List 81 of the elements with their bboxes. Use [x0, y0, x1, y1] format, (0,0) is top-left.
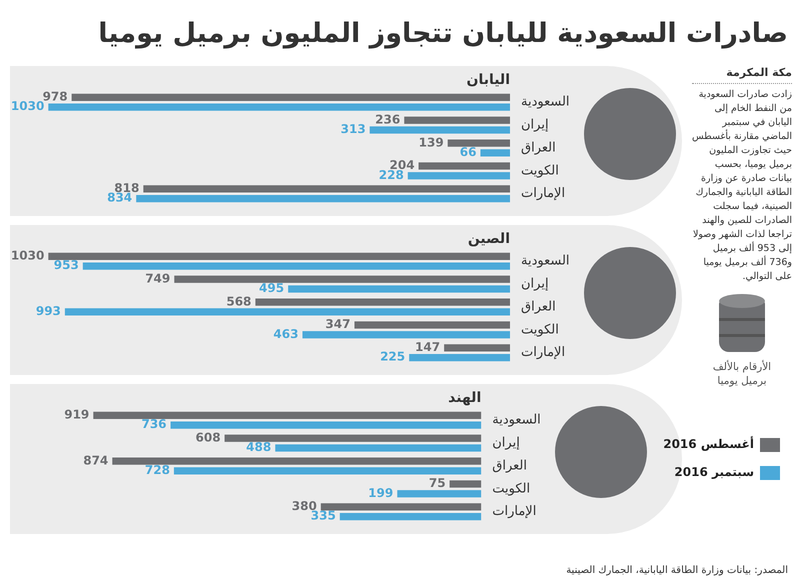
bar: [112, 457, 482, 465]
data-label: 139: [418, 135, 444, 150]
data-label: 488: [246, 440, 272, 454]
y-tick-label: الكويت: [521, 322, 559, 338]
data-label: 728: [144, 462, 170, 477]
bar: [354, 321, 510, 329]
y-tick-label: السعودية: [492, 412, 541, 428]
data-label: 199: [368, 486, 394, 500]
text: الأرقام بالألف برميل يوميا: [712, 360, 772, 388]
bar: [174, 276, 510, 283]
data-label: 236: [375, 112, 400, 126]
bar: [408, 172, 510, 180]
y-tick-label: الإمارات: [521, 345, 566, 360]
y-tick-label: الإمارات: [492, 504, 536, 520]
bar: [448, 139, 510, 147]
bar: [370, 126, 510, 134]
legend-label: سبتمبر 2016: [674, 465, 754, 480]
data-label: 993: [36, 304, 61, 318]
bar: [320, 503, 482, 511]
data-label: 66: [460, 144, 476, 159]
y-tick-label: السعودية: [521, 254, 570, 269]
bar: [143, 185, 510, 193]
data-label: 147: [415, 340, 440, 354]
bar: [48, 252, 510, 260]
data-label: 495: [259, 281, 284, 296]
chart-title: الصين: [468, 231, 510, 248]
bar: [275, 444, 482, 452]
data-label: 347: [325, 317, 350, 332]
bar: [93, 412, 482, 420]
bar: [340, 512, 482, 520]
data-label: 874: [83, 453, 108, 468]
bar: [72, 94, 510, 102]
bar: [480, 149, 510, 157]
data-label: 1030: [10, 248, 44, 263]
y-tick-label: السعودية: [521, 94, 570, 110]
bar: [397, 490, 482, 498]
y-tick-label: العراق: [521, 299, 556, 314]
y-tick-label: إيران: [521, 117, 549, 132]
bar: [450, 480, 482, 488]
data-label: 953: [54, 258, 79, 272]
bar: [82, 262, 510, 270]
bar: [404, 116, 510, 124]
chart-title: الهند: [448, 390, 482, 406]
bar: [64, 308, 510, 316]
bar: [444, 344, 510, 352]
text: زادت صادرات السعودية من النفط الخام إلى اليابان في سبتمبر الماضي مقارنة بأغسطس حيث تجاوزت المليون برميل يوميا، بحسب بيانات صادرة عن وزارة الطاقة اليابانية والجمارك الصينية، فيما سجلت الصادرات للصين والهند تراجعا لذات الشهر وصولا إلى 953 ألف برميل و736 ألف برميل يوميا على التوالي.: [692, 89, 792, 282]
bar: [48, 103, 510, 111]
data-label: 978: [42, 90, 68, 104]
y-tick-label: العراق: [492, 458, 527, 474]
text: صادرات السعودية لليابان تتجاوز المليون برميل يوميا: [97, 17, 789, 51]
data-label: 736: [141, 417, 167, 432]
chart-title: اليابان: [466, 72, 510, 88]
text: مكة المكرمة: [692, 66, 792, 84]
text: المصدر: بيانات وزارة الطاقة اليابانية، الجمارك الصينية: [566, 565, 788, 576]
data-label: 75: [428, 476, 446, 490]
bar: [288, 285, 510, 293]
bar: [170, 421, 482, 429]
bar: [255, 298, 510, 306]
data-label: 749: [145, 271, 170, 286]
data-label: 463: [273, 326, 298, 341]
bar: [302, 331, 510, 338]
y-tick-label: إيران: [492, 435, 520, 450]
data-label: 608: [196, 430, 221, 444]
bar: [224, 434, 482, 442]
y-tick-label: الكويت: [521, 163, 559, 178]
data-label: 335: [310, 508, 336, 523]
data-label: 225: [380, 350, 406, 364]
bar: [174, 467, 482, 475]
y-tick-label: الإمارات: [521, 186, 566, 202]
data-label: 313: [340, 122, 366, 136]
y-tick-label: الكويت: [492, 481, 530, 496]
data-label: 568: [226, 294, 252, 308]
y-tick-label: العراق: [521, 140, 556, 156]
bar: [409, 354, 510, 362]
y-tick-label: إيران: [521, 276, 549, 292]
bar: [418, 162, 510, 170]
data-label: 228: [378, 168, 404, 182]
legend-label: أغسطس 2016: [663, 436, 754, 452]
data-label: 919: [64, 408, 90, 422]
bar: [136, 194, 510, 202]
data-label: 1030: [10, 99, 44, 114]
